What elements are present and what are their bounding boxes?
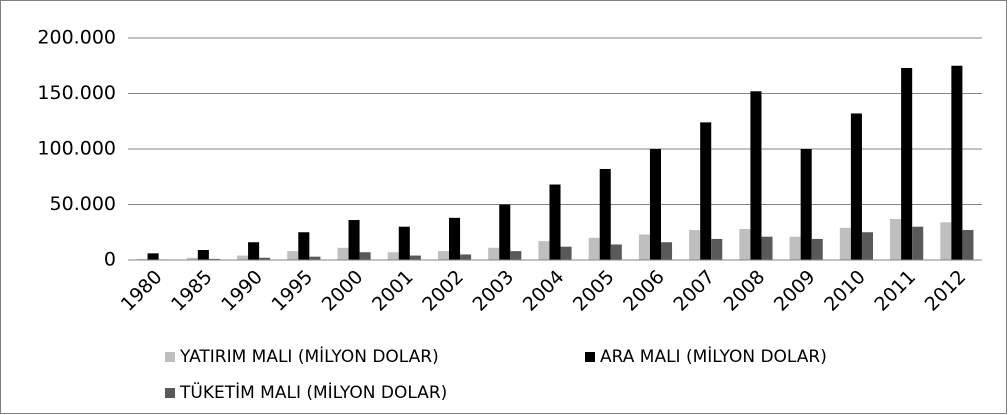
bar <box>861 232 873 260</box>
bar <box>337 247 349 260</box>
bar <box>348 220 360 260</box>
y-tick-label: 200.000 <box>37 27 116 49</box>
bar <box>449 217 461 260</box>
bar <box>538 241 550 260</box>
bar <box>398 226 410 260</box>
legend-swatch <box>165 352 175 362</box>
bar <box>890 218 902 260</box>
legend-label: TÜKETİM MALI (MİLYON DOLAR) <box>179 381 447 403</box>
bar <box>638 234 650 260</box>
bar <box>549 184 561 260</box>
bar <box>147 253 159 260</box>
bar <box>488 247 500 260</box>
bar <box>951 65 963 260</box>
bar <box>700 122 712 260</box>
bar <box>287 251 299 260</box>
bar <box>800 149 812 260</box>
bar <box>649 149 661 260</box>
bar <box>510 251 522 260</box>
y-tick-label: 0 <box>104 249 116 271</box>
bar <box>599 168 611 260</box>
bar <box>359 252 371 260</box>
bar <box>940 222 952 260</box>
y-tick-label: 100.000 <box>37 138 116 160</box>
bar <box>409 255 421 260</box>
bar <box>248 242 260 260</box>
bar <box>711 238 723 260</box>
bar <box>789 236 801 260</box>
bar <box>186 257 198 260</box>
bar <box>610 244 622 260</box>
bar <box>850 113 862 260</box>
legend-label: ARA MALI (MİLYON DOLAR) <box>600 346 827 367</box>
bar <box>839 227 851 260</box>
bar <box>437 251 450 260</box>
legend-label: YATIRIM MALI (MİLYON DOLAR) <box>179 346 439 367</box>
bar <box>912 226 924 260</box>
bar <box>499 204 511 260</box>
bar <box>761 236 773 260</box>
legend-swatch <box>165 388 175 398</box>
bar <box>811 238 823 260</box>
bar <box>259 257 271 260</box>
bar <box>962 230 974 260</box>
bar <box>588 237 600 260</box>
bar <box>689 230 701 260</box>
bar <box>208 258 220 260</box>
bar <box>660 242 673 260</box>
bar <box>298 232 310 260</box>
y-tick-label: 50.000 <box>50 193 116 215</box>
bar <box>237 255 249 260</box>
bar <box>136 258 148 260</box>
bar <box>197 250 209 260</box>
bar <box>750 91 762 260</box>
bar <box>560 246 572 260</box>
bar <box>739 228 751 260</box>
y-tick-label: 150.000 <box>37 82 116 104</box>
bar <box>387 252 399 260</box>
bar <box>309 256 321 260</box>
legend-swatch <box>585 352 595 362</box>
bar <box>460 254 472 260</box>
bar <box>901 67 913 260</box>
